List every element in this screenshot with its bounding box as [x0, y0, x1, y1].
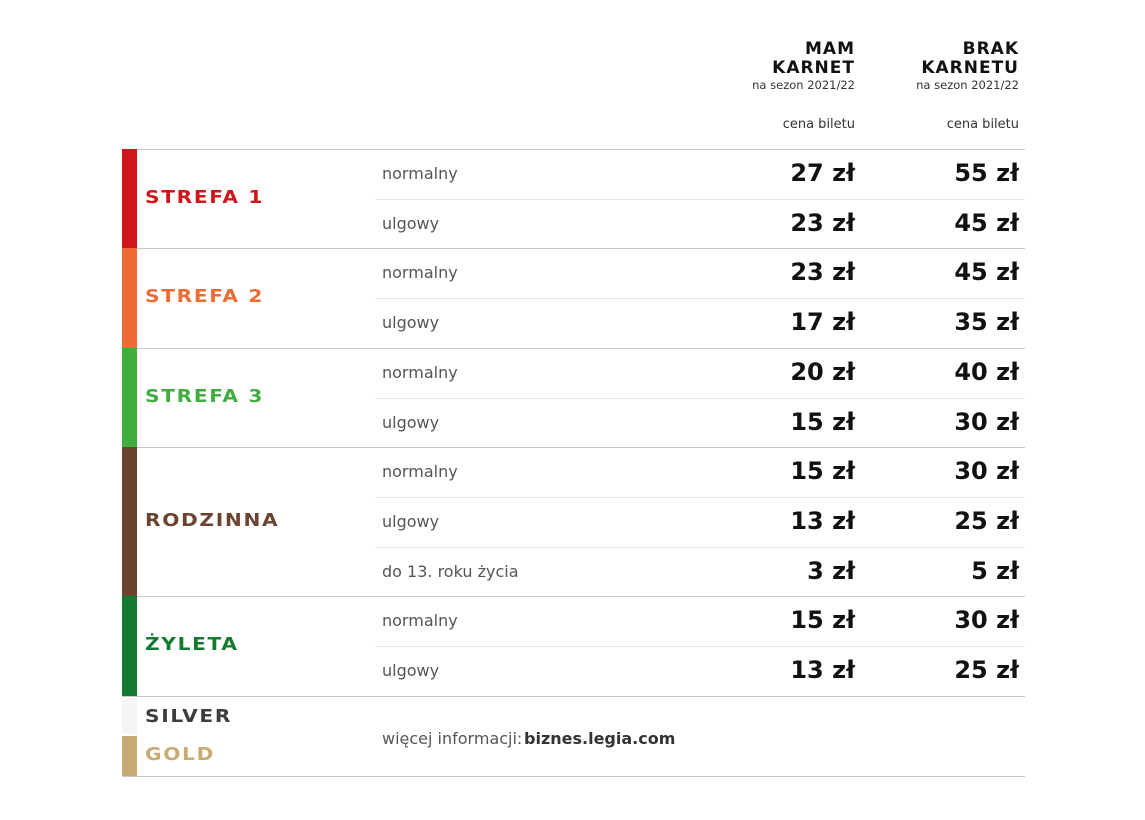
separator: [122, 596, 1025, 598]
separator: [122, 347, 1025, 349]
separator: [122, 447, 1025, 449]
separator: [122, 775, 1025, 777]
ticket-type: normalny: [382, 263, 458, 283]
column-label: cena biletu: [946, 117, 1019, 132]
column-label: cena biletu: [782, 117, 855, 132]
price: 15 zł: [790, 457, 855, 486]
silver-name: SILVER: [145, 705, 233, 727]
zone-name: STREFA 1: [145, 186, 265, 208]
price: 45 zł: [954, 258, 1019, 287]
price: 20 zł: [790, 357, 855, 386]
row-separator: [375, 546, 1025, 548]
column-title: MAM: [805, 39, 855, 59]
zone-bar: [122, 149, 137, 249]
zone-bar: [122, 248, 137, 348]
zone-bar: [122, 596, 137, 696]
column-subtitle: na sezon 2021/22: [752, 78, 855, 92]
separator: [122, 149, 1025, 150]
column-subtitle: na sezon 2021/22: [916, 78, 1019, 92]
ticket-type: ulgowy: [382, 661, 440, 680]
price: 25 zł: [954, 506, 1019, 535]
zone-bar: [122, 347, 137, 448]
row-separator: [375, 397, 1025, 399]
zone-name: RODZINNA: [145, 509, 280, 531]
price: 30 zł: [954, 457, 1019, 486]
price: 55 zł: [954, 159, 1019, 187]
gold-bar: [122, 735, 137, 776]
price: 5 zł: [971, 556, 1019, 585]
column-title: BRAK: [962, 39, 1019, 59]
info-text: więcej informacji:: [382, 728, 523, 748]
ticket-type: ulgowy: [382, 313, 440, 333]
column-title: KARNET: [772, 58, 855, 78]
price: 15 zł: [790, 407, 855, 436]
row-separator: [375, 198, 1025, 200]
price: 13 zł: [790, 656, 855, 684]
separator: [122, 248, 1025, 250]
price: 35 zł: [954, 308, 1019, 337]
row-separator: [375, 298, 1025, 300]
zone-name: STREFA 2: [145, 286, 265, 308]
ticket-type: ulgowy: [382, 511, 440, 531]
column-title: KARNETU: [921, 58, 1019, 78]
ticket-type: ulgowy: [382, 412, 440, 432]
zone-bar: [122, 447, 137, 597]
price: 25 zł: [954, 656, 1019, 684]
gold-name: GOLD: [145, 743, 215, 765]
price: 17 zł: [790, 308, 855, 337]
price: 3 zł: [807, 556, 855, 585]
zone-name: ŻYLETA: [145, 634, 239, 655]
price: 27 zł: [790, 159, 855, 187]
price: 15 zł: [790, 606, 855, 635]
price: 13 zł: [790, 506, 855, 535]
ticket-type: ulgowy: [382, 213, 440, 233]
ticket-type: normalny: [382, 462, 458, 482]
ticket-type: normalny: [382, 611, 458, 631]
separator: [122, 695, 1025, 697]
price: 40 zł: [954, 357, 1019, 386]
price: 23 zł: [790, 208, 855, 237]
ticket-type: normalny: [382, 164, 458, 183]
price: 30 zł: [954, 407, 1019, 436]
price: 45 zł: [954, 208, 1019, 237]
info-link[interactable]: biznes.legia.com: [524, 728, 676, 748]
ticket-type: normalny: [382, 362, 458, 382]
row-separator: [375, 646, 1025, 647]
row-separator: [375, 496, 1025, 498]
ticket-type: do 13. roku życia: [382, 561, 519, 581]
zone-name: STREFA 3: [145, 385, 265, 407]
price: 23 zł: [790, 258, 855, 287]
silver-bar: [122, 697, 137, 734]
price: 30 zł: [954, 606, 1019, 635]
